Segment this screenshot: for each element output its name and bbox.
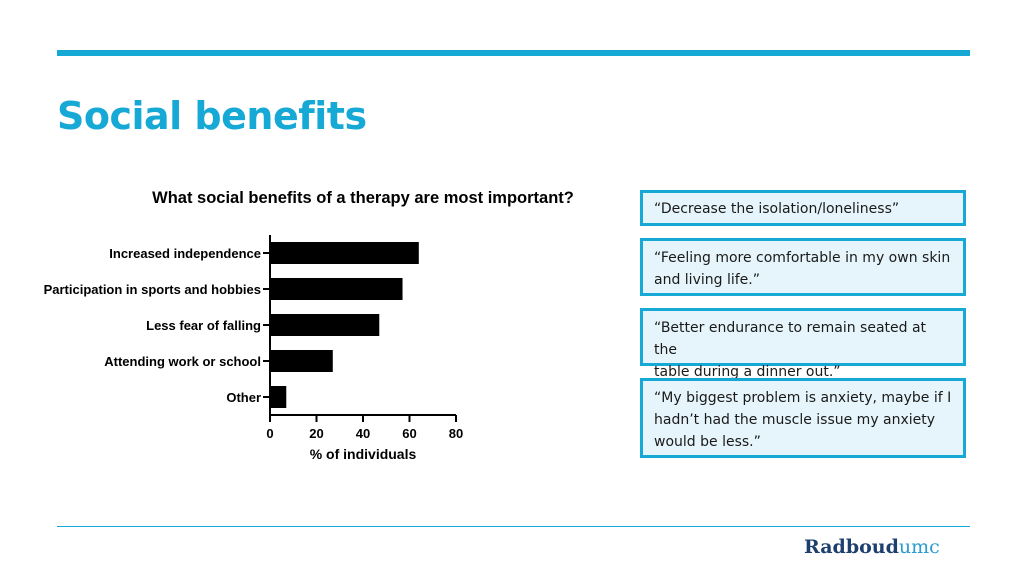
category-label: Other [226,390,261,405]
category-label: Less fear of falling [146,318,261,333]
quote-box-1: “Decrease the isolation/loneliness” [640,190,966,226]
quote-text-line: hadn’t had the muscle issue my anxiety [654,412,936,428]
quote-text-line: would be less.” [654,434,761,450]
quote-text-line: table during a dinner out.” [654,364,841,380]
bar [270,350,333,372]
logo-text-bold: Radboud [804,536,899,558]
plot-area: Increased independence Participation in s… [44,235,463,441]
category-label: Participation in sports and hobbies [44,282,261,297]
x-tick-label: 60 [402,426,416,441]
slide-title: Social benefits [57,94,367,138]
x-tick-label: 0 [266,426,273,441]
logo-text-light: umc [898,536,940,558]
x-tick-label: 80 [449,426,463,441]
x-tick-label: 20 [309,426,323,441]
bar [270,278,403,300]
quote-text-line: and living life.” [654,272,760,288]
quote-box-4: “My biggest problem is anxiety, maybe if… [640,378,966,458]
category-label: Attending work or school [104,354,261,369]
top-accent-rule [57,50,970,56]
chart-title: What social benefits of a therapy are mo… [152,189,574,207]
bar-chart: What social benefits of a therapy are mo… [44,189,574,462]
quote-box-3: “Better endurance to remain seated at th… [640,308,966,380]
quote-text-line: “Decrease the isolation/loneliness” [654,201,900,217]
bar [270,242,419,264]
bar [270,314,380,336]
bar [270,386,287,408]
bottom-rule [57,526,970,527]
x-tick-label: 40 [356,426,370,441]
quote-box-2: “Feeling more comfortable in my own skin… [640,238,966,296]
x-axis-label: % of individuals [310,446,417,462]
quote-text-line: “My biggest problem is anxiety, maybe if… [654,390,952,406]
quote-text-line: “Better endurance to remain seated at th… [654,320,927,358]
category-label: Increased independence [109,246,261,261]
radboudumc-logo: Radboudumc [804,536,940,558]
quote-text-line: “Feeling more comfortable in my own skin [654,250,951,266]
